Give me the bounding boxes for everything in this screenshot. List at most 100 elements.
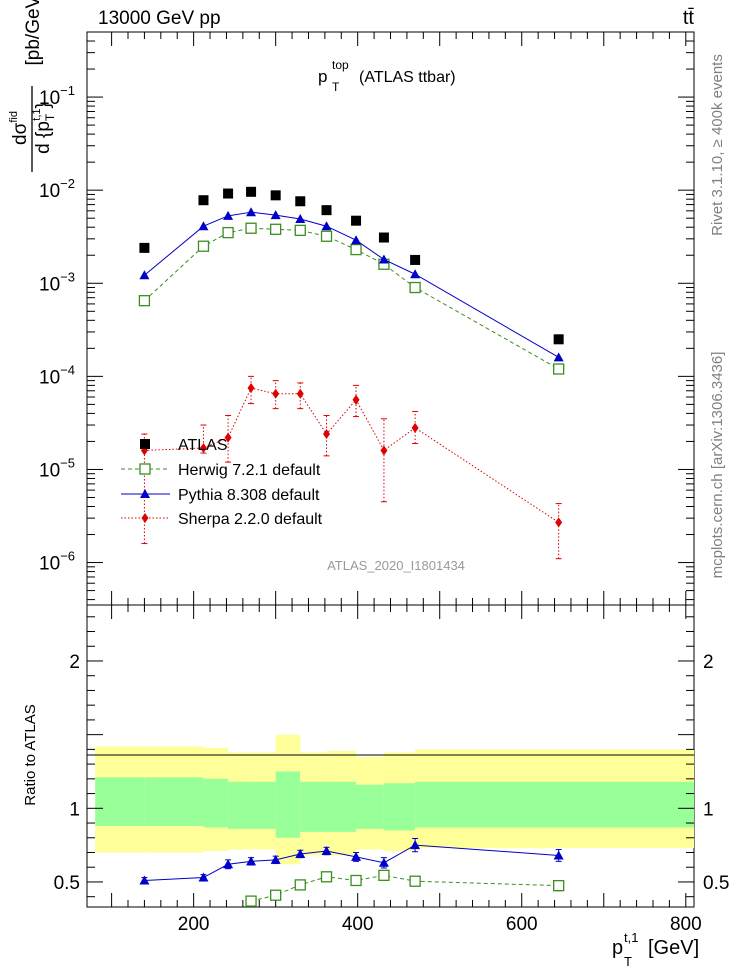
data-point	[321, 221, 332, 231]
data-point	[270, 223, 282, 235]
inner-band-segment	[251, 781, 276, 829]
plot-title-suffix: (ATLAS ttbar)	[359, 69, 456, 86]
ratio-y-axis-label: Ratio to ATLAS	[22, 704, 39, 805]
ratio-point	[320, 871, 333, 883]
ratio-point	[139, 875, 150, 885]
data-point	[198, 221, 209, 231]
data-point	[409, 281, 421, 294]
inner-band-segment	[300, 781, 327, 832]
inner-band-segment	[203, 778, 229, 828]
data-point	[222, 226, 234, 239]
ratio-point	[223, 859, 234, 869]
data-point	[350, 243, 362, 256]
data-point	[270, 210, 281, 220]
data-point	[378, 254, 389, 264]
x-tick-label: 400	[342, 914, 374, 935]
y-tick-label-main: 10−3	[39, 269, 75, 295]
y-tick-label-main: 10−2	[39, 176, 75, 202]
data-point	[411, 422, 419, 433]
ratio-point	[270, 889, 282, 901]
y-tick-label-main: 10−5	[39, 455, 75, 481]
data-point	[295, 214, 306, 224]
series-herwig-7-2-1-default	[138, 222, 565, 375]
data-point	[351, 235, 362, 245]
data-point	[296, 388, 304, 399]
ratio-point	[321, 846, 332, 856]
data-point	[351, 215, 362, 226]
ratio-point	[409, 875, 421, 887]
data-point	[294, 224, 306, 237]
data-point	[139, 270, 150, 280]
legend-item-pythia-8-308-default: Pythia 8.308 default	[121, 487, 320, 504]
plot-title-sub: T	[332, 80, 340, 94]
ratio-series-group	[139, 837, 565, 907]
y-tick-label-exponent: −5	[60, 455, 75, 470]
ratio-point	[246, 856, 257, 866]
y-tick-label-exponent: −1	[60, 83, 75, 98]
data-point	[320, 230, 333, 242]
ratio-point	[351, 851, 362, 861]
data-point	[378, 232, 389, 243]
inner-band-segment	[415, 781, 694, 828]
data-point	[295, 196, 306, 207]
ratio-point	[245, 895, 257, 907]
series-atlas	[139, 186, 564, 345]
series-line	[144, 211, 559, 358]
main-series-group	[138, 186, 565, 560]
x-axis-label-sup: t,1	[624, 930, 638, 945]
y-tick-label-ratio-right: 1	[703, 799, 714, 820]
ratio-point	[553, 879, 565, 892]
legend-item-sherpa-2-2-0-default: Sherpa 2.2.0 default	[121, 511, 323, 528]
main-y-axis-label: dσfid d {pTt,1} [pb/GeV]	[8, 0, 57, 172]
main-ylabel-denominator: d {pTt,1}	[31, 102, 57, 154]
legend-marker	[139, 463, 151, 475]
process-label: tt̄	[683, 7, 695, 29]
x-tick-label: 200	[178, 914, 210, 935]
x-axis-label-unit: [GeV]	[648, 937, 699, 959]
ratio-uncertainty-bands	[95, 734, 694, 865]
y-tick-label-exponent: −6	[60, 549, 75, 564]
data-point	[246, 207, 257, 217]
rivet-label: Rivet 3.1.10, ≥ 400k events	[709, 54, 726, 236]
ratio-point	[378, 869, 390, 881]
data-point	[272, 388, 280, 399]
plot-title-sup: top	[332, 58, 349, 72]
data-point	[139, 242, 150, 253]
data-point	[553, 352, 564, 362]
x-tick-label: 600	[506, 914, 538, 935]
axis-ticks	[87, 31, 694, 907]
data-point	[138, 295, 151, 307]
data-point	[224, 432, 232, 443]
analysis-label: ATLAS_2020_I1801434	[327, 558, 465, 573]
y-tick-label-ratio-right: 0.5	[703, 873, 729, 894]
data-point	[223, 188, 234, 199]
data-point	[410, 269, 421, 279]
y-tick-label-exponent: −3	[60, 269, 75, 284]
inner-band-segment	[356, 784, 384, 829]
series-pythia-8-308-default	[139, 207, 564, 362]
ratio-point	[198, 872, 209, 882]
ratio-point	[294, 879, 306, 891]
main-ylabel-numerator: dσfid	[8, 111, 31, 145]
inner-band-segment	[275, 771, 301, 838]
data-point	[197, 240, 210, 252]
y-tick-label-ratio-left: 2	[69, 652, 80, 673]
inner-band-segment	[228, 781, 252, 829]
legend-marker	[140, 439, 150, 449]
y-tick-label-ratio-left: 1	[69, 799, 80, 820]
inner-band-segment	[144, 777, 204, 826]
legend-label: ATLAS	[178, 437, 228, 454]
x-axis-label-p: p	[612, 937, 623, 959]
y-tick-label-ratio-left: 0.5	[54, 873, 80, 894]
x-axis-label-sub: T	[624, 954, 632, 969]
inner-band-segment	[95, 777, 145, 826]
legend-label: Sherpa 2.2.0 default	[178, 511, 323, 528]
data-point	[321, 205, 332, 216]
data-point	[553, 334, 564, 345]
inner-band-segment	[326, 781, 357, 832]
ratio-point	[378, 857, 389, 867]
x-axis-label: p T t,1 [GeV]	[612, 930, 699, 969]
legend-label: Pythia 8.308 default	[178, 487, 320, 504]
y-tick-label-main: 10−6	[39, 549, 75, 575]
legend-item-atlas: ATLAS	[140, 437, 228, 454]
